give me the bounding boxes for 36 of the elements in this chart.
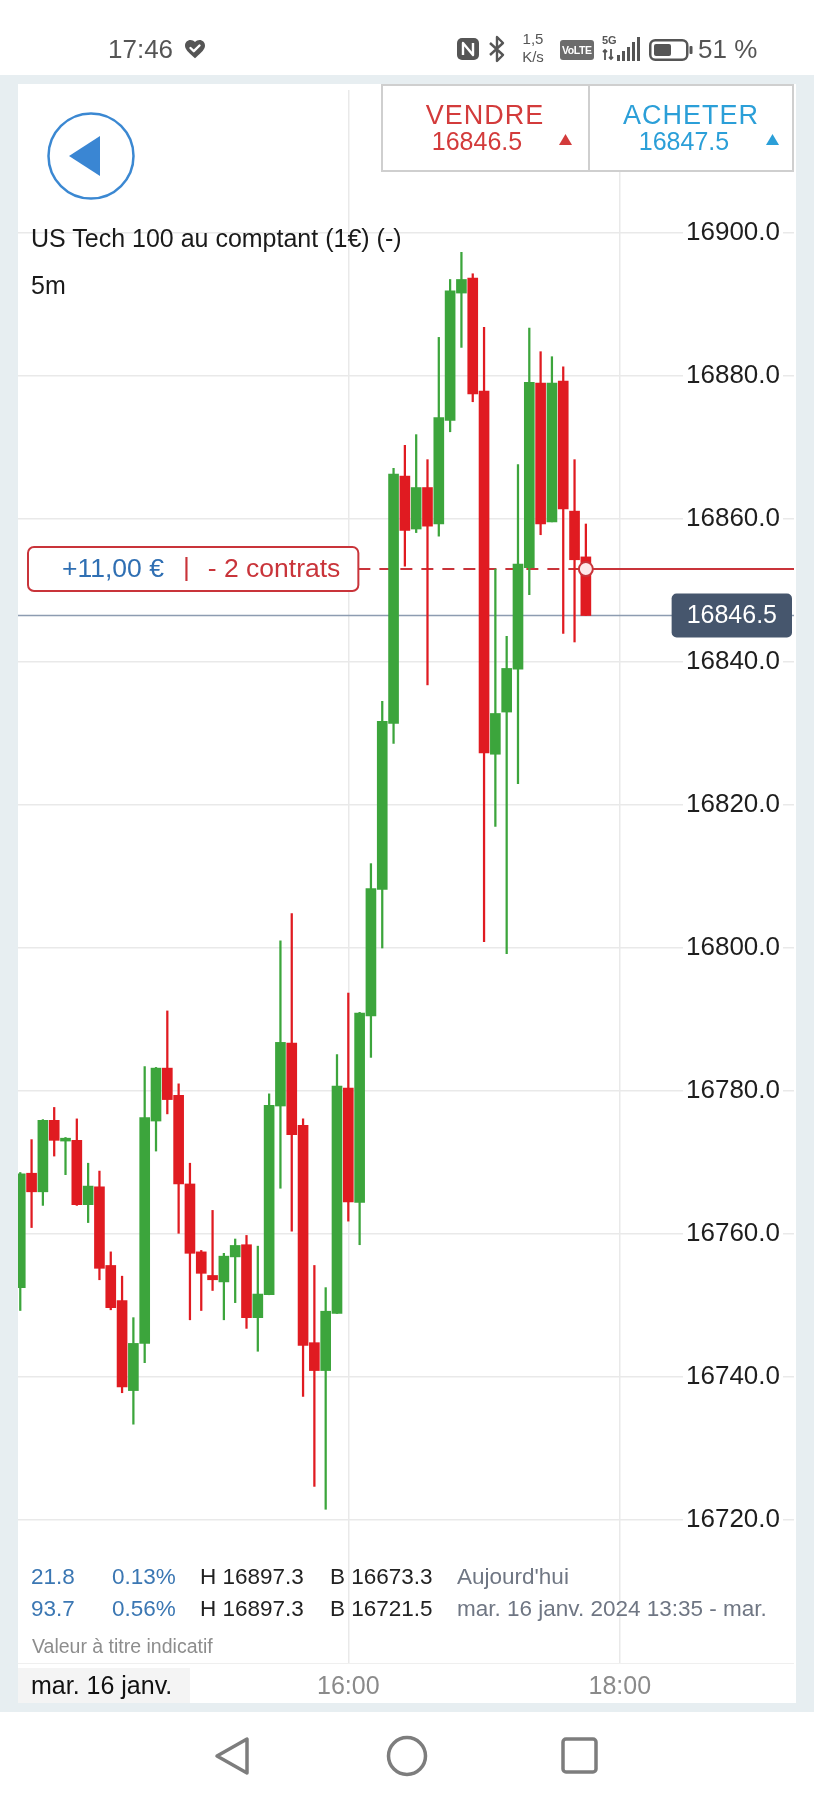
y-tick-label: 16760.0 bbox=[686, 1217, 780, 1248]
annotation: mar. 16 janv. 2024 13:35 - mar. bbox=[457, 1594, 767, 1622]
y-tick-label: 16900.0 bbox=[686, 216, 780, 247]
text: 1,5 K/s bbox=[521, 30, 545, 66]
y-tick-label: 16720.0 bbox=[686, 1503, 780, 1534]
y-tick-label: 16740.0 bbox=[686, 1360, 780, 1391]
text: US Tech 100 au comptant (1€) (-) bbox=[31, 223, 402, 253]
y-tick-label: 16820.0 bbox=[686, 788, 780, 819]
annotation: 93.7 bbox=[31, 1594, 75, 1622]
y-tick-label: 16840.0 bbox=[686, 645, 780, 676]
annotation: B 16721.5 bbox=[330, 1594, 433, 1622]
x-tick-label: 16:00 bbox=[317, 1670, 380, 1699]
candlestick bbox=[207, 1210, 218, 1291]
y-tick-label: 16880.0 bbox=[686, 359, 780, 390]
y-tick-label: 16860.0 bbox=[686, 502, 780, 533]
text: VoLTE bbox=[560, 40, 594, 60]
text: mar. 16 janv. bbox=[18, 1668, 190, 1703]
text: 17:46 bbox=[108, 33, 174, 65]
candlestick bbox=[26, 1139, 37, 1228]
annotation: 21.8 bbox=[31, 1562, 75, 1590]
annotation: 0.56% bbox=[112, 1594, 176, 1622]
x-tick-label: 18:00 bbox=[588, 1670, 652, 1699]
text: 5m bbox=[31, 270, 66, 300]
annotation: Aujourd'hui bbox=[457, 1562, 569, 1590]
annotation: Valeur à titre indicatif bbox=[32, 1634, 213, 1658]
y-tick-label: 16780.0 bbox=[686, 1074, 780, 1105]
y-tick-label: 16800.0 bbox=[686, 931, 780, 962]
annotation: B 16673.3 bbox=[330, 1562, 433, 1590]
ref-line-label: +11,00 € | - 2 contrats bbox=[62, 552, 341, 584]
annotation: H 16897.3 bbox=[200, 1594, 304, 1622]
annotation: 0.13% bbox=[112, 1562, 176, 1590]
text: 5G bbox=[602, 34, 617, 47]
annotation: H 16897.3 bbox=[200, 1562, 304, 1590]
text: 51 % bbox=[698, 33, 758, 65]
ref-line-label: 16846.5 bbox=[686, 600, 777, 629]
candlestick bbox=[422, 459, 433, 686]
